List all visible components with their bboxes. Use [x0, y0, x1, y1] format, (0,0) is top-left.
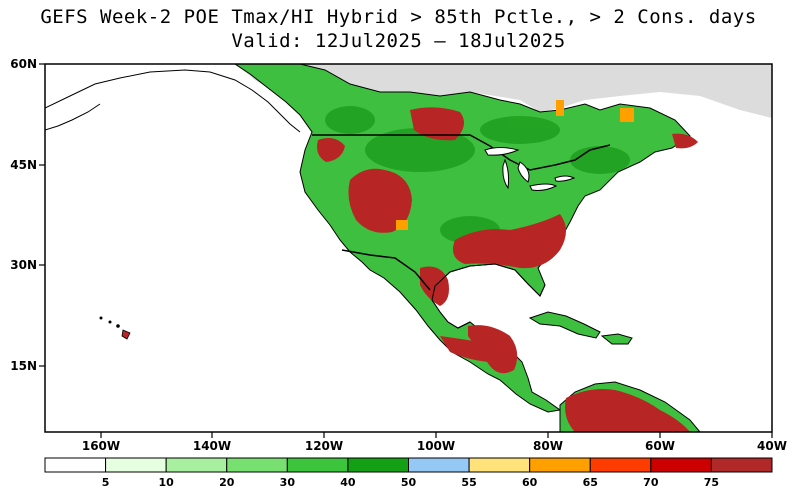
colorbar-swatch	[468, 457, 531, 473]
colorbar-label: 10	[159, 476, 175, 489]
lon-tick-label: 120W	[305, 439, 343, 453]
hispaniola-island	[600, 333, 633, 345]
us-mexico-border	[341, 249, 431, 291]
alaska-coastline	[45, 69, 301, 133]
colorbar: 5 10 20 30 40 50 55 60 65 70 75	[44, 457, 773, 489]
colorbar-swatch	[529, 457, 591, 473]
map-plot-area	[45, 64, 772, 432]
gulf-coastline	[431, 263, 546, 329]
colorbar-label: 60	[522, 476, 538, 489]
lon-tick-label: 40W	[757, 439, 787, 453]
aleutian-coastline	[45, 103, 101, 131]
hawaii-islands	[99, 316, 131, 340]
lon-tick-label: 100W	[417, 439, 455, 453]
colorbar-label: 30	[280, 476, 296, 489]
colorbar-swatch	[226, 457, 288, 473]
colorbar-label: 65	[583, 476, 598, 489]
colorbar-label: 50	[401, 476, 417, 489]
map-frame	[44, 63, 773, 433]
us-canada-border	[312, 134, 611, 171]
lat-tick-label: 30N	[10, 258, 37, 272]
lat-tick-label: 45N	[10, 158, 37, 172]
moderate-probability-areas	[396, 100, 634, 230]
colorbar-swatch	[105, 457, 167, 473]
longitude-axis: 160W 140W 120W 100W 80W 60W 40W	[82, 432, 787, 453]
lat-tick-label: 60N	[10, 57, 37, 71]
map-valid-dates: Valid: 12Jul2025 – 18Jul2025	[231, 30, 566, 52]
map-title: GEFS Week-2 POE Tmax/HI Hybrid > 85th Pc…	[40, 6, 757, 28]
colorbar-label: 40	[340, 476, 356, 489]
colorbar-label: 75	[704, 476, 719, 489]
colorbar-swatch	[710, 457, 773, 473]
lat-tick-label: 15N	[10, 359, 37, 373]
colorbar-label: 70	[643, 476, 659, 489]
colorbar-swatch	[286, 457, 349, 473]
colorbar-swatch	[44, 457, 107, 473]
colorbar-label: 5	[102, 476, 110, 489]
lon-tick-label: 60W	[645, 439, 675, 453]
lon-tick-label: 160W	[82, 439, 120, 453]
colorbar-label: 20	[219, 476, 235, 489]
colorbar-swatch	[165, 457, 228, 473]
colorbar-swatch	[589, 457, 652, 473]
no-data-region	[235, 64, 772, 118]
lon-tick-label: 140W	[193, 439, 231, 453]
colorbar-label: 55	[461, 476, 476, 489]
lon-tick-label: 80W	[533, 439, 563, 453]
colorbar-swatch	[347, 457, 409, 473]
great-lakes	[484, 147, 576, 191]
latitude-axis: 60N 45N 30N 15N	[10, 57, 45, 373]
colorbar-swatch	[408, 457, 470, 473]
high-probability-areas	[317, 107, 698, 432]
colorbar-swatch	[650, 457, 712, 473]
cuba-island	[528, 311, 601, 339]
mid-probability-areas	[325, 106, 630, 244]
